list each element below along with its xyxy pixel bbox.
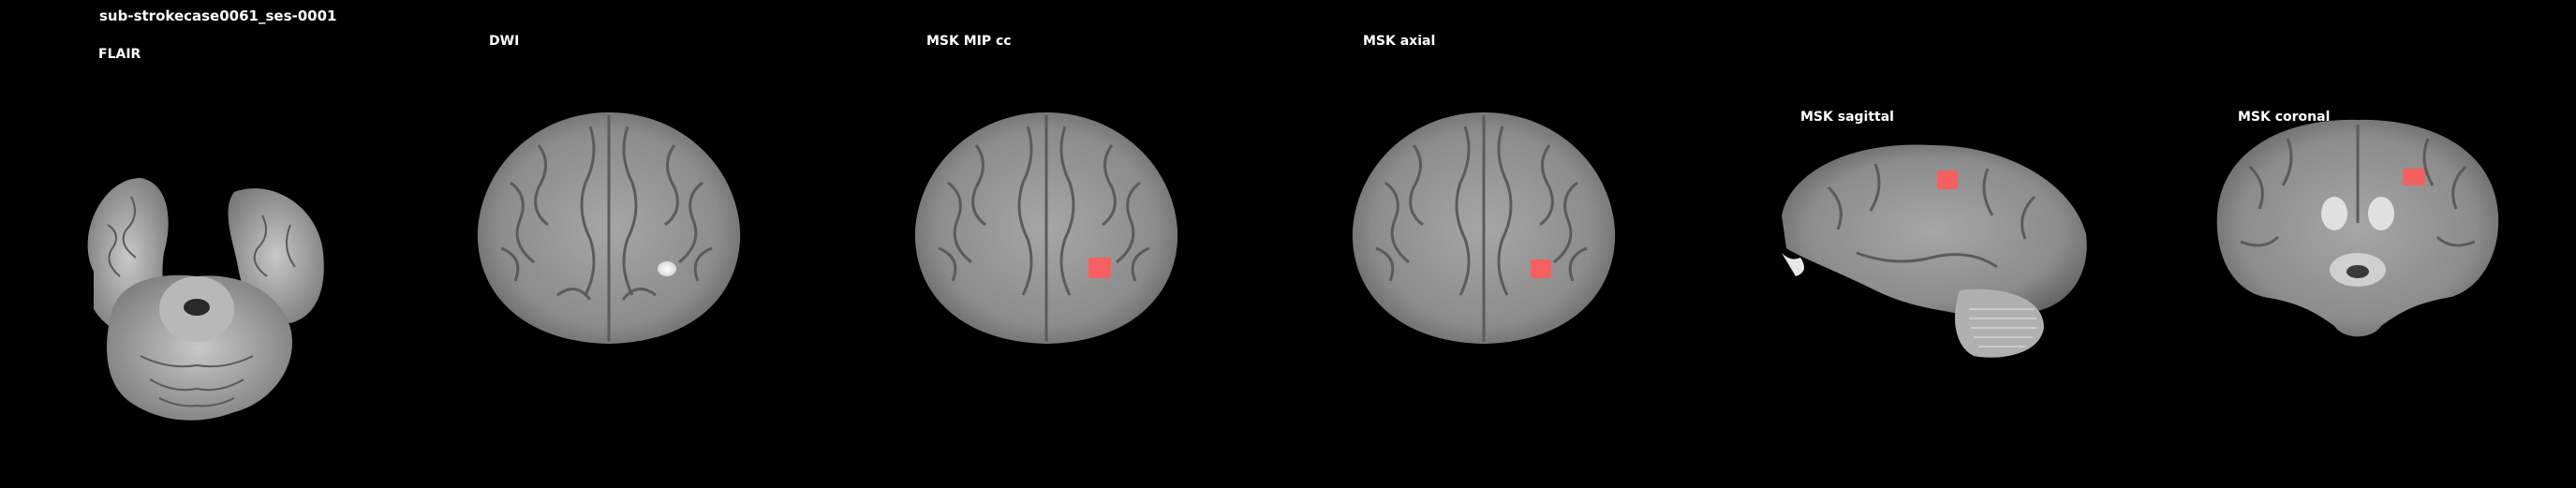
mask-overlay	[1531, 259, 1551, 278]
msk-coronal-image	[2213, 111, 2503, 345]
panel-label-msk-axial: MSK axial	[1363, 34, 1436, 49]
mask-overlay	[1088, 258, 1111, 278]
mask-overlay	[1937, 170, 1958, 189]
msk-axial-image	[1348, 108, 1620, 351]
dwi-image	[473, 108, 745, 351]
figure-title: sub-strokecase0061_ses-0001	[99, 7, 337, 24]
panel-label-msk-coronal: MSK coronal	[2238, 110, 2331, 125]
msk-sagittal-image	[1772, 131, 2091, 365]
panel-label-dwi: DWI	[489, 34, 520, 49]
panel-label-msk-sagittal: MSK sagittal	[1800, 110, 1894, 125]
panel-label-flair: FLAIR	[98, 47, 141, 62]
msk-mip-image	[910, 108, 1182, 351]
panel-label-msk-mip: MSK MIP cc	[926, 34, 1012, 49]
flair-image	[56, 169, 337, 431]
mask-overlay	[2403, 169, 2425, 185]
